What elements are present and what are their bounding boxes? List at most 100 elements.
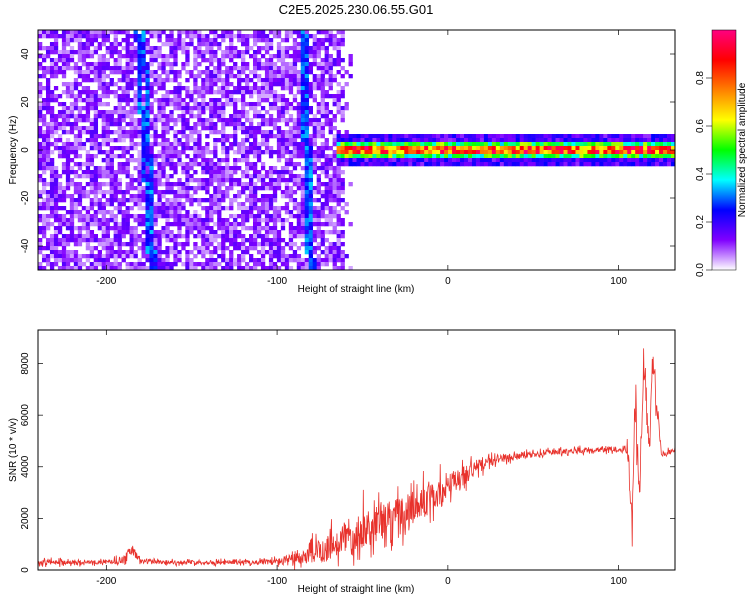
- spectrogram-cell: [272, 62, 278, 67]
- spectrogram-cell: [85, 214, 91, 219]
- spectrogram-cell: [225, 190, 230, 195]
- spectrogram-cell: [288, 178, 294, 183]
- spectrogram-cell: [300, 154, 306, 159]
- spectrogram-cell: [217, 198, 222, 203]
- spectrogram-cell: [153, 126, 158, 131]
- spectrogram-cell: [364, 142, 369, 147]
- spectrogram-cell: [260, 34, 266, 39]
- spectrogram-cell: [201, 182, 206, 187]
- spectrogram-cell: [137, 130, 142, 135]
- spectrogram-cell: [141, 114, 146, 119]
- spectrogram-cell: [197, 142, 202, 147]
- spectrogram-cell: [292, 242, 298, 247]
- spectrogram-cell: [97, 86, 102, 91]
- spectrogram-cell: [260, 266, 266, 271]
- spectrogram-cell: [193, 210, 198, 215]
- spectrogram-cell: [61, 38, 67, 43]
- spectrogram-cell: [260, 186, 266, 191]
- spectrogram-cell: [412, 154, 417, 159]
- spectrogram-cell: [460, 134, 465, 139]
- spectrogram-cell: [93, 62, 99, 67]
- spectrogram-cell: [583, 134, 588, 139]
- spectrogram-cell: [543, 146, 548, 151]
- spectrogram-cell: [61, 262, 67, 267]
- spectrogram-cell: [117, 206, 122, 211]
- spectrogram-cell: [284, 110, 290, 115]
- spectrogram-cell: [623, 134, 628, 139]
- spectrogram-cell: [173, 154, 178, 159]
- spectrogram-cell: [169, 114, 174, 119]
- spectrogram-cell: [436, 146, 441, 151]
- spectrogram-cell: [256, 158, 262, 163]
- spectrogram-cell: [336, 174, 341, 179]
- spectrogram-cell: [276, 142, 282, 147]
- spectrogram-cell: [587, 154, 592, 159]
- spectrogram-cell: [627, 134, 632, 139]
- spectrogram-cell: [312, 78, 317, 83]
- spectrogram-cell: [591, 150, 596, 155]
- spectrogram-cell: [288, 82, 294, 87]
- spectrogram-cell: [105, 130, 110, 135]
- spectrogram-cell: [340, 142, 345, 147]
- spectrogram-cell: [153, 82, 158, 87]
- spectrogram-cell: [65, 150, 71, 155]
- spectrogram-cell: [105, 262, 110, 267]
- spectrogram-cell: [49, 70, 55, 75]
- spectrogram-cell: [320, 134, 325, 139]
- spectrogram-cell: [539, 142, 544, 147]
- spectrogram-cell: [97, 262, 102, 267]
- spectrogram-cell: [185, 174, 190, 179]
- spectrogram-cell: [264, 242, 270, 247]
- spectrogram-cell: [320, 194, 325, 199]
- spectrogram-cell: [340, 242, 345, 247]
- spectrogram-cell: [659, 154, 664, 159]
- spectrogram-cell: [185, 178, 190, 183]
- spectrogram-cell: [264, 198, 270, 203]
- spectrogram-cell: [288, 114, 294, 119]
- spectrogram-cell: [324, 238, 329, 243]
- spectrogram-cell: [161, 214, 166, 219]
- spectrogram-cell: [316, 254, 321, 259]
- spectrogram-cell: [133, 106, 138, 111]
- spectrogram-cell: [479, 150, 485, 155]
- spectrogram-cell: [316, 226, 321, 231]
- spectrogram-cell: [328, 34, 333, 39]
- spectrogram-cell: [292, 166, 298, 171]
- spectrogram-cell: [491, 162, 497, 167]
- spectrogram-cell: [61, 258, 67, 263]
- spectrogram-cell: [45, 122, 51, 127]
- spectrogram-cell: [165, 238, 170, 243]
- spectrogram-cell: [185, 218, 190, 223]
- spectrogram-cell: [201, 150, 206, 155]
- spectrogram-cell: [125, 130, 130, 135]
- spectrogram-cell: [49, 174, 55, 179]
- spectrogram-cell: [316, 182, 321, 187]
- spectrogram-cell: [77, 38, 83, 43]
- spectrogram-cell: [507, 150, 513, 155]
- spectrogram-cell: [93, 90, 99, 95]
- spectrogram-cell: [145, 190, 150, 195]
- spectrogram-cell: [73, 254, 79, 259]
- spectrogram-cell: [336, 254, 341, 259]
- spectrogram-cell: [209, 74, 214, 79]
- spectrogram-cell: [73, 138, 79, 143]
- spectrogram-cell: [105, 102, 110, 107]
- spectrogram-cell: [185, 138, 190, 143]
- spectrogram-cell: [408, 158, 413, 163]
- spectrogram-cell: [213, 258, 218, 263]
- spectrogram-cell: [368, 154, 373, 159]
- spectrogram-cell: [97, 190, 102, 195]
- spectrogram-cell: [483, 154, 489, 159]
- spectrogram-cell: [304, 198, 310, 203]
- spectrogram-cell: [284, 70, 290, 75]
- spectrogram-cell: [53, 210, 59, 215]
- spectrogram-cell: [316, 30, 321, 35]
- spectrogram-cell: [268, 266, 274, 271]
- spectrogram-cell: [38, 162, 43, 167]
- spectrogram-cell: [324, 214, 329, 219]
- spectrogram-cell: [332, 222, 337, 227]
- spectrogram-cell: [181, 202, 186, 207]
- spectrogram-cell: [400, 142, 405, 147]
- spectrogram-cell: [276, 58, 282, 63]
- spectrogram-cell: [137, 106, 142, 111]
